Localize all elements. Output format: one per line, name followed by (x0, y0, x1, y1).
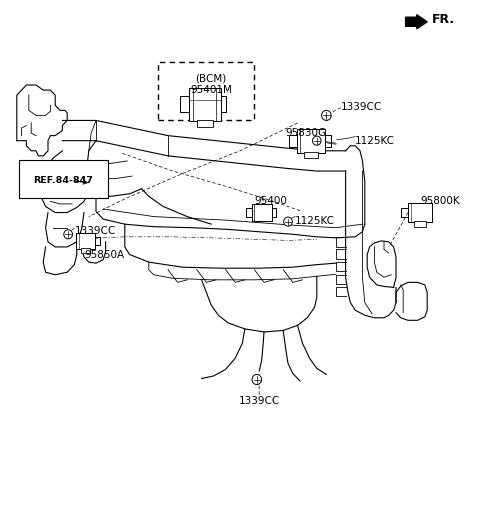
Circle shape (312, 137, 321, 146)
Text: 1339CC: 1339CC (239, 395, 280, 405)
Text: 95830G: 95830G (286, 127, 327, 137)
Bar (414, 222, 426, 227)
Text: 95401M: 95401M (190, 84, 232, 94)
Circle shape (322, 111, 331, 121)
Text: 95400: 95400 (254, 196, 287, 206)
Bar (408, 204, 432, 223)
Text: (BCM): (BCM) (195, 73, 227, 83)
Text: 1339CC: 1339CC (74, 226, 116, 236)
FancyArrow shape (406, 16, 427, 30)
Bar (189, 88, 221, 121)
Circle shape (252, 375, 262, 385)
Circle shape (284, 218, 292, 227)
Bar (81, 248, 90, 254)
Bar (76, 233, 95, 249)
Bar (304, 153, 318, 159)
Bar (197, 120, 213, 127)
Circle shape (64, 230, 72, 239)
Bar (297, 129, 325, 154)
Text: 1339CC: 1339CC (341, 102, 382, 112)
Text: 1125KC: 1125KC (355, 135, 395, 145)
Bar (252, 204, 272, 222)
Text: 95800K: 95800K (420, 196, 460, 206)
Text: REF.84-847: REF.84-847 (34, 175, 94, 184)
Text: FR.: FR. (432, 13, 455, 26)
Bar (158, 63, 254, 121)
Text: 95850A: 95850A (84, 249, 124, 259)
Text: 1125KC: 1125KC (295, 216, 335, 226)
